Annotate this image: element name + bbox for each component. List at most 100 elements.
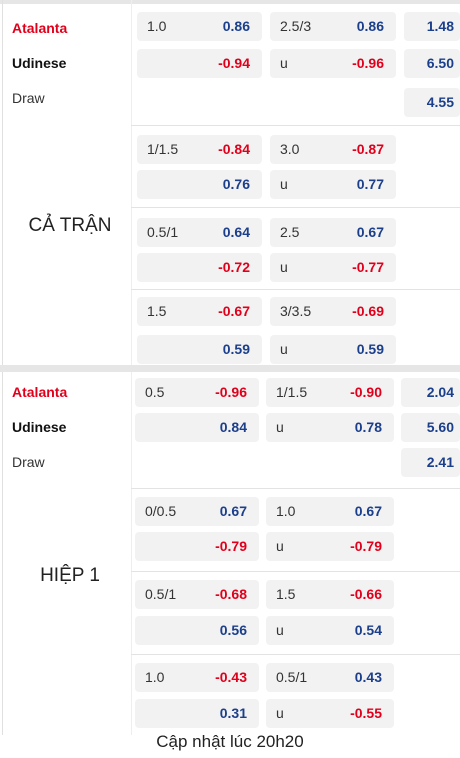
over-under-cell: 3.0 -0.87 xyxy=(270,135,396,164)
team-name: Udinese xyxy=(12,55,67,71)
handicap-cell: 1/1.5 -0.84 xyxy=(137,135,262,164)
over-under-odds: -0.79 xyxy=(350,538,382,554)
handicap-line: 1/1.5 xyxy=(147,141,179,157)
handicap-odds: 0.67 xyxy=(219,503,247,519)
x12-cell: 2.04 xyxy=(401,378,460,407)
handicap-odds: -0.72 xyxy=(218,259,250,275)
over-under-odds: -0.69 xyxy=(352,303,384,319)
over-under-cell: 0.5/1 0.43 xyxy=(266,663,394,692)
x12-odds: 2.04 xyxy=(426,384,454,400)
handicap-cell: -0.79 xyxy=(135,532,259,561)
over-under-odds: 0.67 xyxy=(354,503,382,519)
handicap-cell: 0/0.5 0.67 xyxy=(135,497,259,526)
group-separator xyxy=(131,125,460,126)
group-separator xyxy=(131,654,460,655)
handicap-cell: 0.5/1 -0.68 xyxy=(135,580,259,609)
update-time: Cập nhật lúc 20h20 xyxy=(156,732,304,751)
x12-odds: 1.48 xyxy=(426,18,454,34)
over-under-odds: -0.96 xyxy=(352,55,384,71)
period-label: HIỆP 1 xyxy=(40,565,100,586)
column-divider xyxy=(131,0,132,365)
x12-odds: 5.60 xyxy=(426,419,454,435)
handicap-cell: 0.5 -0.96 xyxy=(135,378,259,407)
top-border xyxy=(0,0,460,4)
handicap-cell: 1.0 0.86 xyxy=(137,12,262,41)
handicap-odds: 0.59 xyxy=(222,341,250,357)
over-under-odds: 0.67 xyxy=(356,224,384,240)
over-under-line: u xyxy=(280,259,288,275)
handicap-odds: 0.56 xyxy=(219,622,247,638)
handicap-line: 1.5 xyxy=(147,303,167,319)
handicap-cell: 0.5/1 0.64 xyxy=(137,218,262,247)
over-under-cell: u 0.54 xyxy=(266,616,394,645)
handicap-odds: -0.84 xyxy=(218,141,250,157)
group-separator xyxy=(131,289,460,290)
period-label: CẢ TRẬN xyxy=(28,215,112,236)
x12-cell: 5.60 xyxy=(401,413,460,442)
handicap-odds: -0.96 xyxy=(215,384,247,400)
over-under-odds: 0.78 xyxy=(354,419,382,435)
handicap-odds: 0.84 xyxy=(219,419,247,435)
over-under-cell: u 0.77 xyxy=(270,170,396,199)
x12-odds: 2.41 xyxy=(426,454,454,470)
x12-odds: 6.50 xyxy=(426,55,454,71)
group-separator xyxy=(131,571,460,572)
over-under-line: u xyxy=(280,55,288,71)
team-name: Atalanta xyxy=(12,20,68,36)
over-under-line: 3.0 xyxy=(280,141,300,157)
team-name: Draw xyxy=(12,90,45,106)
handicap-cell: 1.0 -0.43 xyxy=(135,663,259,692)
over-under-cell: u 0.59 xyxy=(270,335,396,364)
over-under-cell: 1.5 -0.66 xyxy=(266,580,394,609)
over-under-odds: 0.77 xyxy=(356,176,384,192)
handicap-cell: 1.5 -0.67 xyxy=(137,297,262,326)
handicap-cell: 0.59 xyxy=(137,335,262,364)
group-separator xyxy=(131,207,460,208)
over-under-cell: u -0.55 xyxy=(266,699,394,728)
over-under-cell: u -0.79 xyxy=(266,532,394,561)
handicap-odds: -0.67 xyxy=(218,303,250,319)
handicap-odds: 0.86 xyxy=(222,18,250,34)
handicap-line: 0/0.5 xyxy=(145,503,177,519)
handicap-odds: 0.64 xyxy=(222,224,250,240)
handicap-odds: -0.94 xyxy=(218,55,250,71)
over-under-odds: -0.77 xyxy=(352,259,384,275)
handicap-line: 0.5/1 xyxy=(145,586,177,602)
over-under-line: u xyxy=(276,622,284,638)
over-under-cell: 1.0 0.67 xyxy=(266,497,394,526)
team-name: Draw xyxy=(12,454,45,470)
group-separator xyxy=(131,488,460,489)
handicap-line: 1.0 xyxy=(147,18,167,34)
left-border xyxy=(2,372,3,735)
over-under-odds: -0.66 xyxy=(350,586,382,602)
over-under-cell: 2.5 0.67 xyxy=(270,218,396,247)
left-border xyxy=(2,0,3,365)
over-under-line: 3/3.5 xyxy=(280,303,312,319)
over-under-odds: 0.86 xyxy=(356,18,384,34)
x12-odds: 4.55 xyxy=(426,94,454,110)
over-under-cell: u 0.78 xyxy=(266,413,394,442)
over-under-odds: -0.55 xyxy=(350,705,382,721)
handicap-line: 1.0 xyxy=(145,669,165,685)
handicap-line: 0.5/1 xyxy=(147,224,179,240)
handicap-cell: 0.56 xyxy=(135,616,259,645)
over-under-line: 2.5 xyxy=(280,224,300,240)
x12-cell: 1.48 xyxy=(404,12,460,41)
over-under-odds: -0.87 xyxy=(352,141,384,157)
over-under-line: u xyxy=(276,705,284,721)
over-under-cell: 3/3.5 -0.69 xyxy=(270,297,396,326)
handicap-cell: 0.84 xyxy=(135,413,259,442)
over-under-odds: 0.43 xyxy=(354,669,382,685)
over-under-cell: 1/1.5 -0.90 xyxy=(266,378,394,407)
team-name: Udinese xyxy=(12,419,67,435)
over-under-line: u xyxy=(280,341,288,357)
handicap-odds: -0.68 xyxy=(215,586,247,602)
handicap-cell: 0.31 xyxy=(135,699,259,728)
handicap-odds: -0.43 xyxy=(215,669,247,685)
over-under-cell: u -0.77 xyxy=(270,253,396,282)
over-under-odds: -0.90 xyxy=(350,384,382,400)
handicap-odds: -0.79 xyxy=(215,538,247,554)
column-divider xyxy=(131,372,132,735)
team-name: Atalanta xyxy=(12,384,68,400)
